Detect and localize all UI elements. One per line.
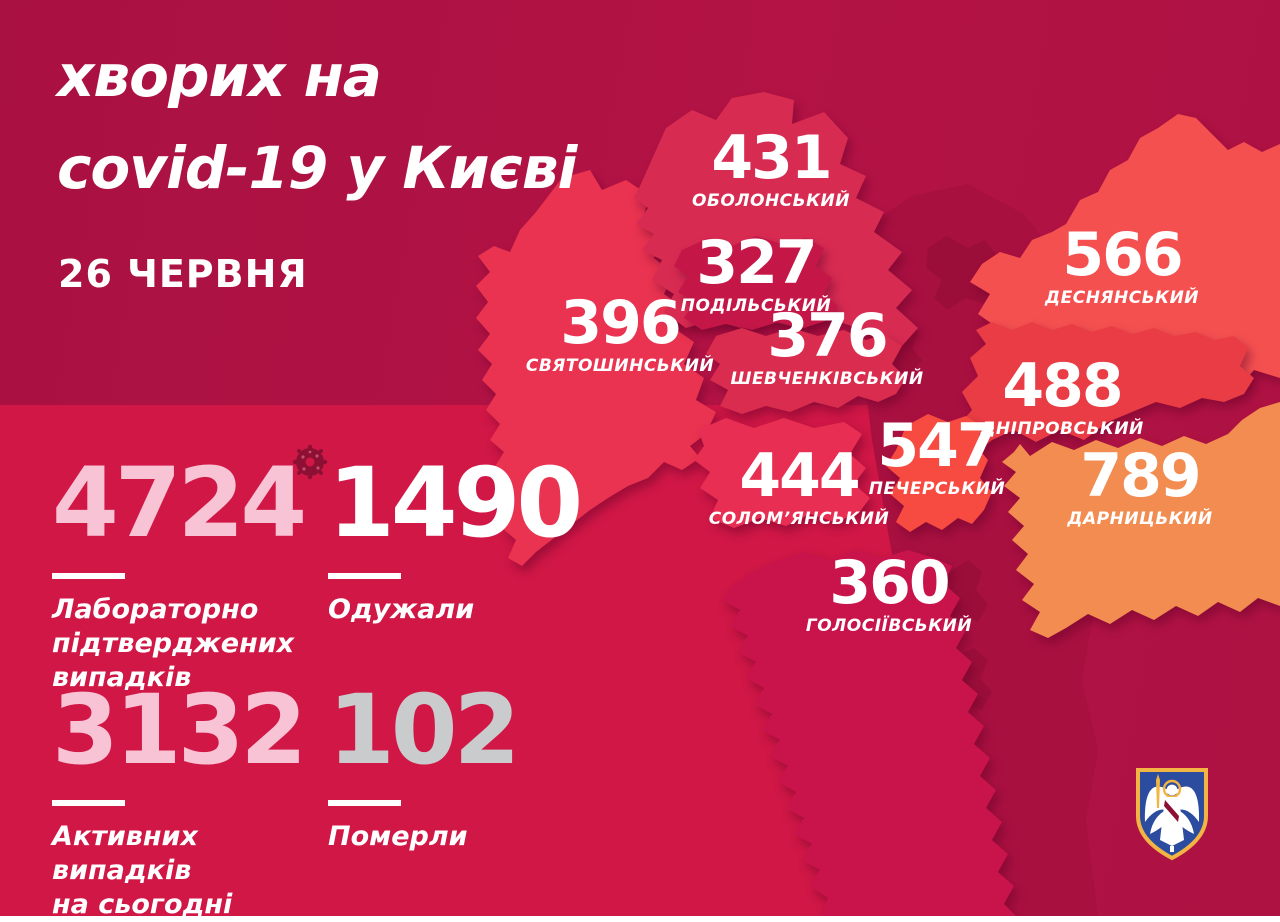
stat-died-value: 102 [328,674,520,786]
stat-recovered: 1490 Одужали [328,455,608,627]
district-shape-sviatoshynskyi [476,170,716,566]
stat-recovered-label: Одужали [328,594,475,625]
stat-active: 3132 Активних випадків на сьогодні [52,682,332,922]
district-shape-solomianskyi [694,418,870,528]
kyiv-coat-of-arms-icon [1136,768,1208,861]
stat-active-value: 3132 [52,674,307,786]
coronavirus-icon [292,444,328,480]
stat-active-label: Активних випадків на сьогодні [52,821,233,920]
stat-confirmed-value: 4724 [52,447,307,559]
district-shape-desnianskyi [970,114,1280,398]
stat-recovered-value: 1490 [328,447,583,559]
stat-confirmed: 4724 Лабораторно підтверджених випадків [52,455,332,695]
page-title-line2: covid-19 у Києві [57,134,577,202]
page-title: хворих на covid-19 у Києві [57,30,577,214]
report-date: 26 ЧЕРВНЯ [58,252,308,296]
district-shape-dniprovskyi [958,322,1254,448]
stat-died: 102 Померли [328,682,608,854]
river-island [926,236,1000,310]
stat-underline [52,800,125,806]
district-shape-darnytskyi [1002,402,1280,638]
district-shape-podilskyi [674,236,838,330]
district-shape-pecherskyi [886,414,992,532]
stat-died-label: Померли [328,821,468,852]
stat-confirmed-label: Лабораторно підтверджених випадків [52,594,295,693]
district-shape-holosiivskyi [722,550,1016,916]
stat-underline [328,800,401,806]
district-shape-shevchenkivskyi [706,328,906,414]
stat-underline [328,573,401,579]
stat-underline [52,573,125,579]
page-title-line1: хворих на [57,42,382,110]
